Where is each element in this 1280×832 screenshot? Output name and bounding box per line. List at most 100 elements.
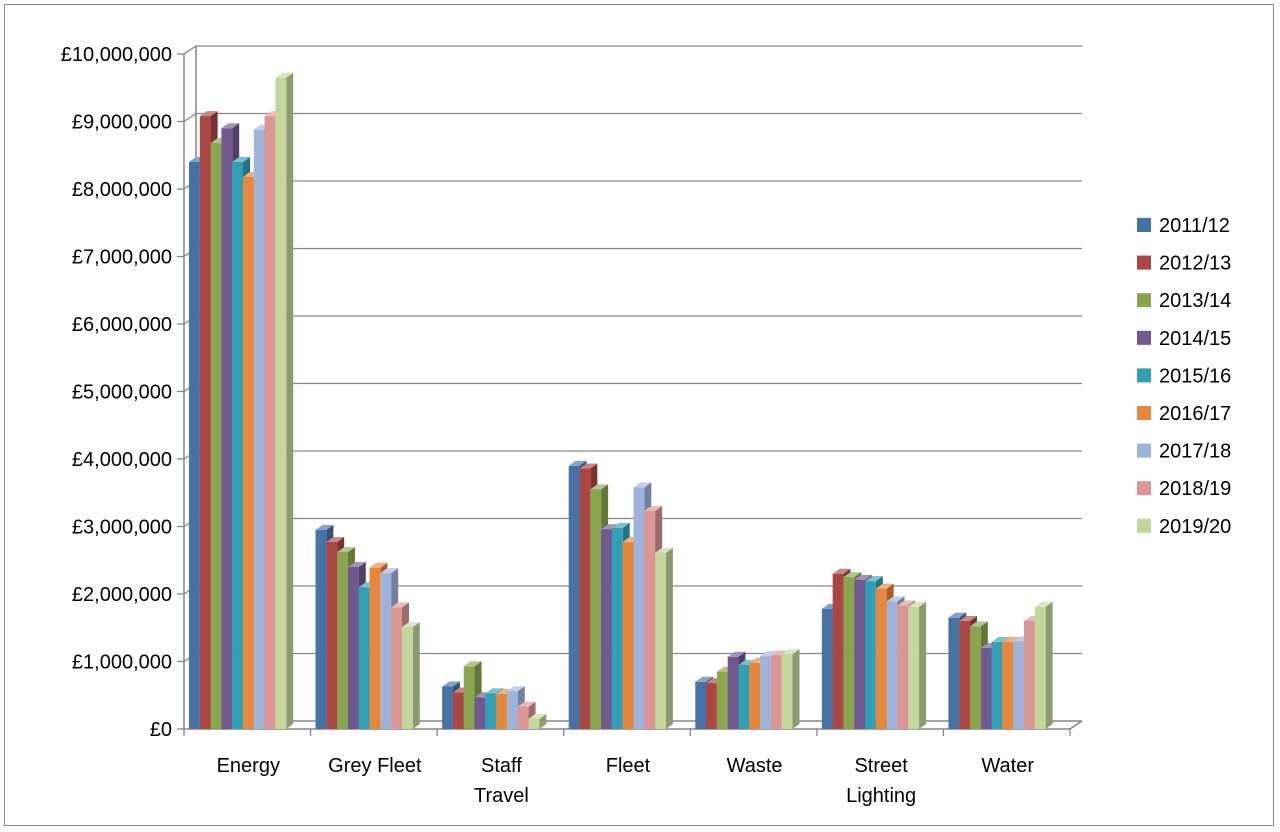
bar-top (633, 482, 652, 488)
bar-top (875, 583, 894, 589)
bar-side (412, 622, 420, 729)
bar-top (865, 576, 883, 582)
bar-top (908, 601, 927, 607)
bar-top (369, 562, 388, 568)
legend-label: 2014/15 (1159, 328, 1231, 350)
bar (1002, 641, 1014, 729)
category-label: Waste (727, 755, 783, 777)
bar (579, 468, 591, 729)
bar-side (792, 649, 800, 729)
bar (442, 686, 453, 729)
bar (347, 567, 359, 729)
bar-top (579, 463, 598, 469)
bar (221, 128, 233, 729)
bar (485, 693, 497, 729)
bar (738, 664, 750, 729)
bar (695, 681, 707, 729)
legend-label: 2012/13 (1159, 253, 1231, 275)
bar (210, 143, 222, 730)
bar (727, 656, 739, 729)
y-tick-label: £1,000,000 (72, 652, 172, 674)
bar-top (337, 547, 355, 553)
legend-swatch (1137, 218, 1151, 232)
legend-label: 2011/12 (1159, 215, 1230, 237)
bar-top (959, 616, 978, 621)
bar (706, 683, 717, 729)
y-tick-label: £8,000,000 (72, 179, 172, 201)
bar (474, 697, 486, 729)
bar-top (760, 651, 778, 657)
bar (1034, 606, 1046, 729)
bar (275, 77, 287, 729)
bar (315, 529, 327, 729)
y-tick-label: £6,000,000 (72, 314, 172, 336)
bar (980, 648, 992, 729)
bar (716, 671, 728, 729)
bar-top (232, 157, 250, 162)
bar (908, 606, 920, 729)
bar (875, 588, 887, 729)
bar-top (854, 574, 873, 580)
bar (760, 656, 771, 729)
bar-top (948, 612, 967, 618)
bar (358, 587, 370, 729)
bar-top (727, 651, 746, 657)
bar-top (897, 600, 916, 606)
floor-right-edge (1069, 720, 1083, 730)
bar (391, 607, 402, 729)
label-layer: £0 £1,000,000 £2,000,000 £3,000,000 £4,000,0… (61, 44, 1035, 807)
bar (380, 573, 392, 729)
bar-top (1034, 601, 1053, 607)
y-tick-label: £0 (150, 719, 172, 741)
bar-top (611, 522, 630, 528)
legend-swatch (1137, 255, 1151, 270)
legend-label: 2019/20 (1159, 516, 1231, 538)
bar (854, 579, 866, 729)
y-tick-label: £3,000,000 (72, 517, 172, 539)
bar (865, 581, 876, 729)
bar (337, 552, 348, 729)
bar-top (781, 649, 800, 655)
bar (326, 542, 338, 729)
legend-swatch (1137, 406, 1151, 420)
bar-top (886, 596, 905, 602)
bar-top (770, 650, 789, 656)
bar (517, 706, 529, 729)
bar-top (601, 524, 619, 530)
bar-top (380, 568, 399, 574)
bar-side (1045, 601, 1053, 729)
bar (452, 692, 464, 729)
bar (749, 662, 761, 729)
bar (401, 627, 413, 729)
bar-top (463, 661, 482, 667)
bar (1013, 641, 1025, 729)
bar-top (326, 537, 345, 543)
bar-side (539, 713, 547, 729)
bar (199, 116, 211, 730)
bar (568, 465, 580, 729)
y-tick-label: £2,000,000 (72, 584, 172, 606)
y-tick-label: £7,000,000 (72, 247, 172, 269)
bar (655, 552, 666, 729)
bar (843, 577, 855, 729)
bar (897, 605, 909, 729)
bar-top (644, 505, 663, 511)
bar-top (1002, 636, 1021, 642)
bar (821, 608, 833, 729)
legend-swatch (1137, 368, 1151, 383)
category-label: Lighting (846, 785, 916, 807)
legend-label: 2013/14 (1159, 290, 1231, 312)
bar (832, 573, 844, 729)
bar (948, 617, 960, 729)
bar (991, 641, 1003, 729)
bar-top (401, 622, 420, 628)
bar-side (919, 601, 927, 729)
bar-top (843, 572, 862, 578)
bar-top (590, 484, 609, 490)
bar-layer (189, 72, 1053, 730)
legend-label: 2018/19 (1159, 478, 1231, 500)
bar-top (517, 701, 536, 707)
bar (611, 527, 623, 729)
bar-top (221, 123, 240, 129)
